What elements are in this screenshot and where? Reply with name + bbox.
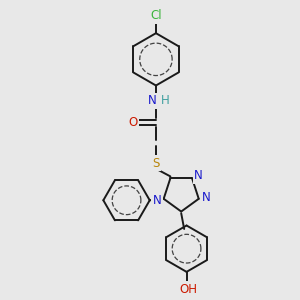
Text: N: N — [148, 94, 157, 107]
Text: OH: OH — [179, 283, 197, 296]
Text: Cl: Cl — [150, 10, 162, 22]
Text: H: H — [161, 94, 170, 107]
Text: O: O — [129, 116, 138, 129]
Text: N: N — [153, 194, 161, 207]
Text: N: N — [202, 191, 211, 204]
Text: S: S — [152, 157, 160, 170]
Text: N: N — [194, 169, 203, 182]
